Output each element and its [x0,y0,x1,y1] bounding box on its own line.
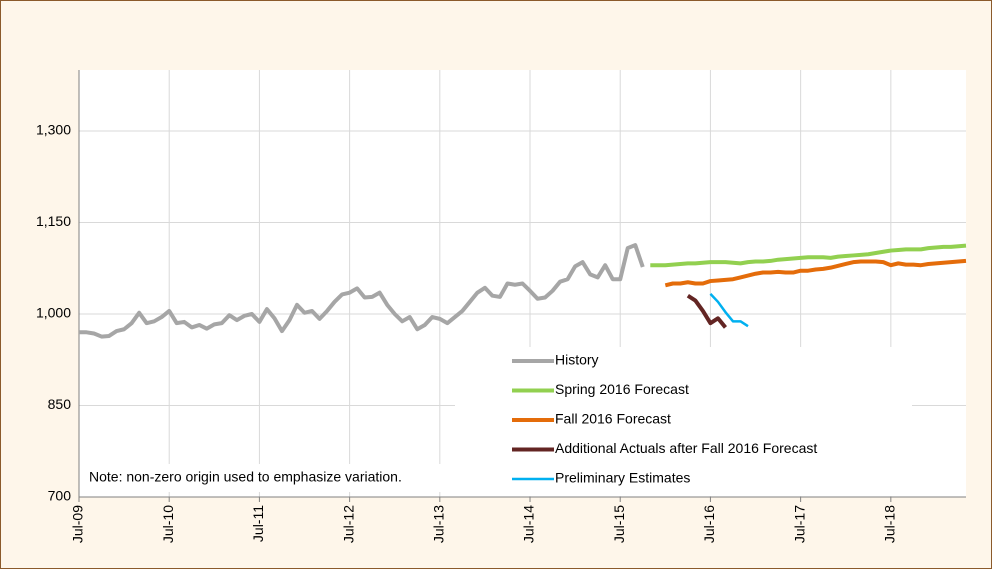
annotation-box [84,464,506,492]
series-line [664,258,967,288]
y-tick-label: 700 [48,488,72,504]
x-tick-label: Jul-09 [70,505,86,543]
y-tick-label: 850 [48,396,72,412]
x-tick-label: Jul-13 [431,505,447,543]
legend-label: Preliminary Estimates [555,470,690,486]
y-tick-label: 1,150 [36,213,71,229]
series-line [709,293,749,328]
series-line [686,294,728,329]
x-tick-label: Jul-10 [160,505,176,543]
series-line [650,243,967,268]
legend-label: Additional Actuals after Fall 2016 Forec… [555,440,817,456]
x-tick-label: Jul-18 [882,505,898,543]
series-line [79,243,645,339]
legend-label: Spring 2016 Forecast [555,381,689,397]
x-tick-label: Jul-11 [250,505,266,542]
legend-label: Fall 2016 Forecast [555,411,671,427]
y-tick-label: 1,000 [36,305,71,321]
legend-label: History [555,352,599,368]
annotation: Note: non-zero origin used to emphasize … [89,469,402,485]
x-tick-label: Jul-12 [340,505,356,543]
x-tick-label: Jul-17 [791,505,807,543]
x-tick-label: Jul-15 [611,505,627,543]
x-tick-label: Jul-14 [521,505,537,543]
y-tick-label: 1,300 [36,122,71,138]
x-tick-label: Jul-16 [701,505,717,543]
